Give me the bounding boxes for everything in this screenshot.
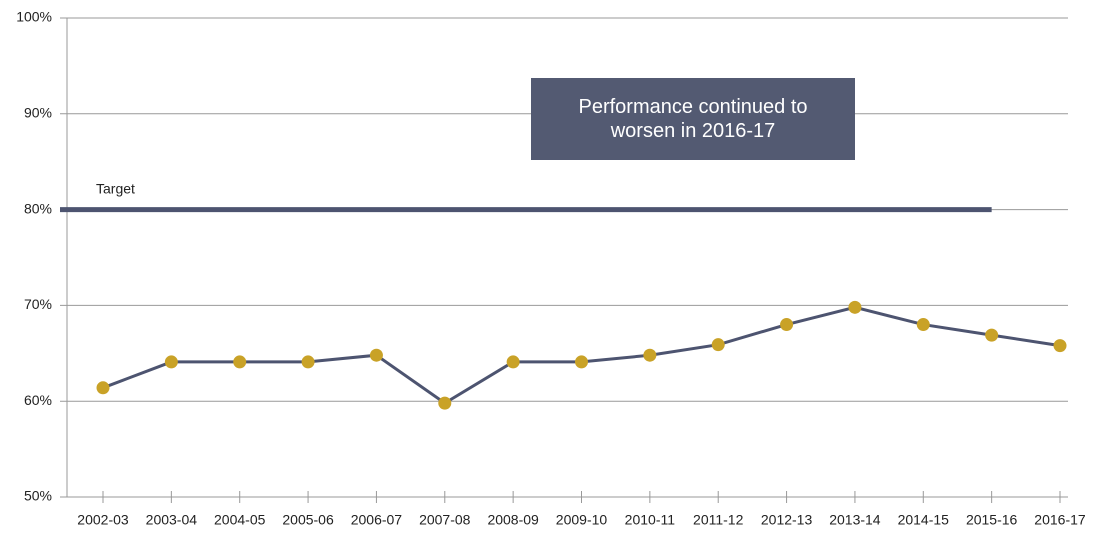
point xyxy=(164,355,178,369)
x-tick-label: 2002-03 xyxy=(77,512,129,528)
x-tick-label: 2003-04 xyxy=(146,512,198,528)
point xyxy=(301,355,315,369)
x-tick-label: 2007-08 xyxy=(419,512,471,528)
x-tick-label: 2008-09 xyxy=(487,512,539,528)
point xyxy=(711,338,725,352)
x-tick-label: 2012-13 xyxy=(761,512,813,528)
x-tick-label: 2013-14 xyxy=(829,512,881,528)
y-tick-label: 90% xyxy=(24,105,52,121)
point xyxy=(438,396,452,410)
x-tick-label: 2004-05 xyxy=(214,512,266,528)
point xyxy=(643,348,657,362)
x-tick-label: 2010-11 xyxy=(625,512,676,528)
point xyxy=(575,355,588,369)
series-line xyxy=(102,305,1061,405)
x-tick-label: 2016-17 xyxy=(1034,512,1086,528)
point xyxy=(985,328,999,342)
x-tick-label: 2005-06 xyxy=(282,512,334,528)
point xyxy=(233,355,247,369)
point xyxy=(96,381,110,395)
point xyxy=(369,348,383,362)
point xyxy=(780,318,794,332)
x-tick-label: 2014-15 xyxy=(898,512,950,528)
y-tick-label: 100% xyxy=(16,9,52,25)
point xyxy=(916,318,930,332)
x-tick-label: 2015-16 xyxy=(966,512,1018,528)
annotation: Performance continued to worsen in 2016-… xyxy=(531,78,855,160)
target-label: Target xyxy=(96,180,135,196)
point xyxy=(848,300,862,314)
point xyxy=(1053,339,1067,353)
y-tick-label: 50% xyxy=(24,488,52,504)
y-tick-label: 60% xyxy=(24,392,52,408)
x-tick-label: 2006-07 xyxy=(351,512,403,528)
y-tick-label: 70% xyxy=(24,296,52,312)
y-tick-label: 80% xyxy=(24,200,52,216)
x-tick-label: 2011-12 xyxy=(693,512,744,528)
x-tick-label: 2009-10 xyxy=(556,512,608,528)
point xyxy=(506,355,520,369)
